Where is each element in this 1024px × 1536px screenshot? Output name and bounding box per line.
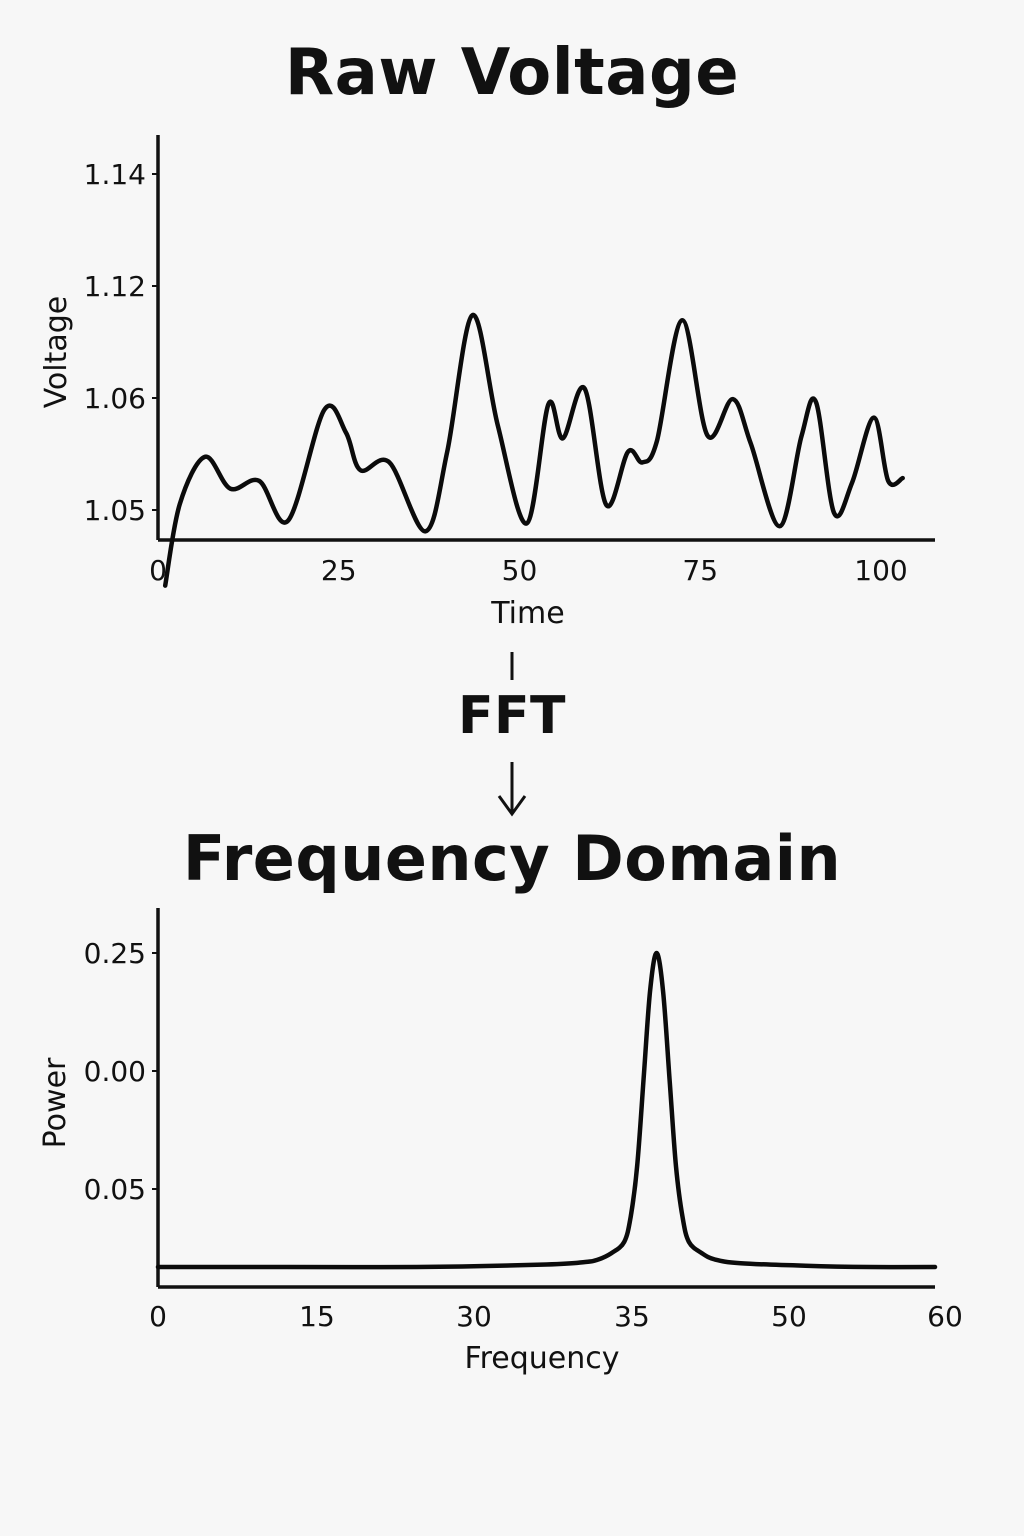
top-chart-title: Raw Voltage [284,36,740,110]
voltage-x-tick-label: 50 [502,554,538,587]
frequency-y-tick-label: 0.00 [84,1055,146,1088]
frequency-x-tick-label: 60 [927,1300,963,1333]
voltage-y-tick-label: 1.05 [84,494,146,527]
frequency-y-axis-label: Power [38,1057,73,1148]
voltage-x-tick-label: 25 [321,554,357,587]
bottom-chart-title: Frequency Domain [182,822,842,895]
frequency-series-line [155,950,938,1270]
fft-label: FFT [457,686,566,746]
frequency-y-tick-label: 0.05 [84,1173,146,1206]
frequency-x-tick-label: 0 [149,1300,167,1333]
voltage-y-tick-label: 1.14 [84,158,146,191]
frequency-x-ticks: 0 15 30 35 50 60 [149,1300,963,1333]
voltage-y-axis-label: Voltage [39,296,74,409]
voltage-y-tick-label: 1.12 [84,270,146,303]
frequency-y-ticks: 0.25 0.00 0.05 [84,937,158,1206]
voltage-y-ticks: 1.14 1.12 1.06 1.05 [84,158,158,527]
voltage-x-tick-label: 100 [854,554,907,587]
voltage-series-line [162,312,905,588]
frequency-x-axis-label: Frequency [465,1341,620,1376]
fft-connector [497,652,527,817]
voltage-y-tick-label: 1.06 [84,382,146,415]
voltage-x-tick-label: 0 [149,554,167,587]
frequency-x-tick-label: 30 [456,1300,492,1333]
frequency-x-tick-label: 50 [771,1300,807,1333]
frequency-x-tick-label: 15 [299,1300,335,1333]
voltage-x-ticks: 0 25 50 75 100 [149,554,908,587]
frequency-y-tick-label: 0.25 [84,937,146,970]
frequency-x-tick-label: 35 [614,1300,650,1333]
voltage-x-axis-label: Time [490,596,564,631]
voltage-x-tick-label: 75 [682,554,718,587]
arrow-down-icon [497,795,527,817]
voltage-chart: 1.14 1.12 1.06 1.05 0 25 50 75 100 Time Voltage [39,135,935,631]
frequency-chart: 0.25 0.00 0.05 0 15 30 35 50 60 Frequency Power [38,908,963,1376]
